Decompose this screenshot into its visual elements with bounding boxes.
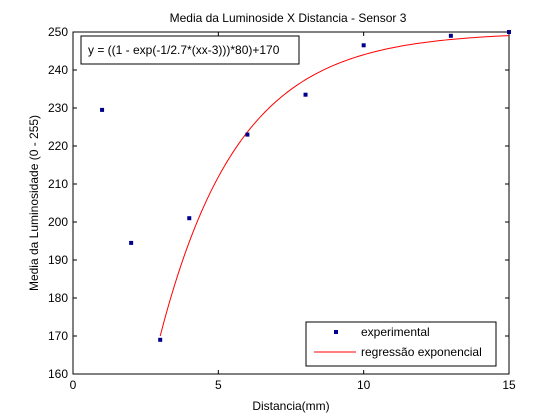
experimental-point	[129, 240, 134, 245]
y-axis-label: Media da Luminosidade (0 - 255)	[27, 115, 41, 291]
y-tick-label: 170	[48, 329, 68, 343]
experimental-point	[100, 107, 105, 112]
legend-marker-experimental	[334, 330, 338, 334]
x-tick-labels: 0 5 10 15	[70, 378, 516, 392]
experimental-points	[100, 30, 511, 342]
y-tick-label: 220	[48, 139, 68, 153]
x-tick-label: 0	[70, 378, 77, 392]
experimental-point	[187, 216, 192, 221]
equation-annotation: y = ((1 - exp(-1/2.7*(xx-3)))*80)+170	[80, 35, 300, 65]
experimental-point	[303, 92, 308, 97]
y-tick-label: 230	[48, 101, 68, 115]
experimental-point	[361, 43, 366, 48]
experimental-point	[245, 132, 250, 137]
legend-label-experimental: experimental	[361, 325, 430, 339]
y-tick-label: 180	[48, 291, 68, 305]
experimental-point	[507, 30, 511, 34]
y-tick-label: 250	[48, 25, 68, 39]
experimental-point	[158, 337, 163, 342]
legend-box	[305, 321, 497, 367]
legend: experimental regressão exponencial	[305, 321, 497, 367]
equation-box	[80, 35, 300, 65]
y-tick-labels: 160 170 180 190 200 210 220 230 240 250	[48, 25, 68, 381]
x-tick-label: 10	[357, 378, 371, 392]
x-tick-label: 15	[502, 378, 516, 392]
axis-ticks	[72, 31, 510, 375]
y-tick-label: 210	[48, 177, 68, 191]
regression-curve	[159, 35, 510, 337]
chart-title: Media da Luminoside X Distancia - Sensor…	[170, 11, 407, 25]
y-tick-label: 160	[48, 367, 68, 381]
y-tick-label: 240	[48, 63, 68, 77]
y-tick-label: 200	[48, 215, 68, 229]
legend-label-regression: regressão exponencial	[361, 345, 482, 359]
experimental-point	[448, 33, 453, 38]
x-axis-label: Distancia(mm)	[252, 399, 329, 413]
equation-text: y = ((1 - exp(-1/2.7*(xx-3)))*80)+170	[88, 43, 280, 57]
y-tick-label: 190	[48, 253, 68, 267]
x-tick-label: 5	[215, 378, 222, 392]
